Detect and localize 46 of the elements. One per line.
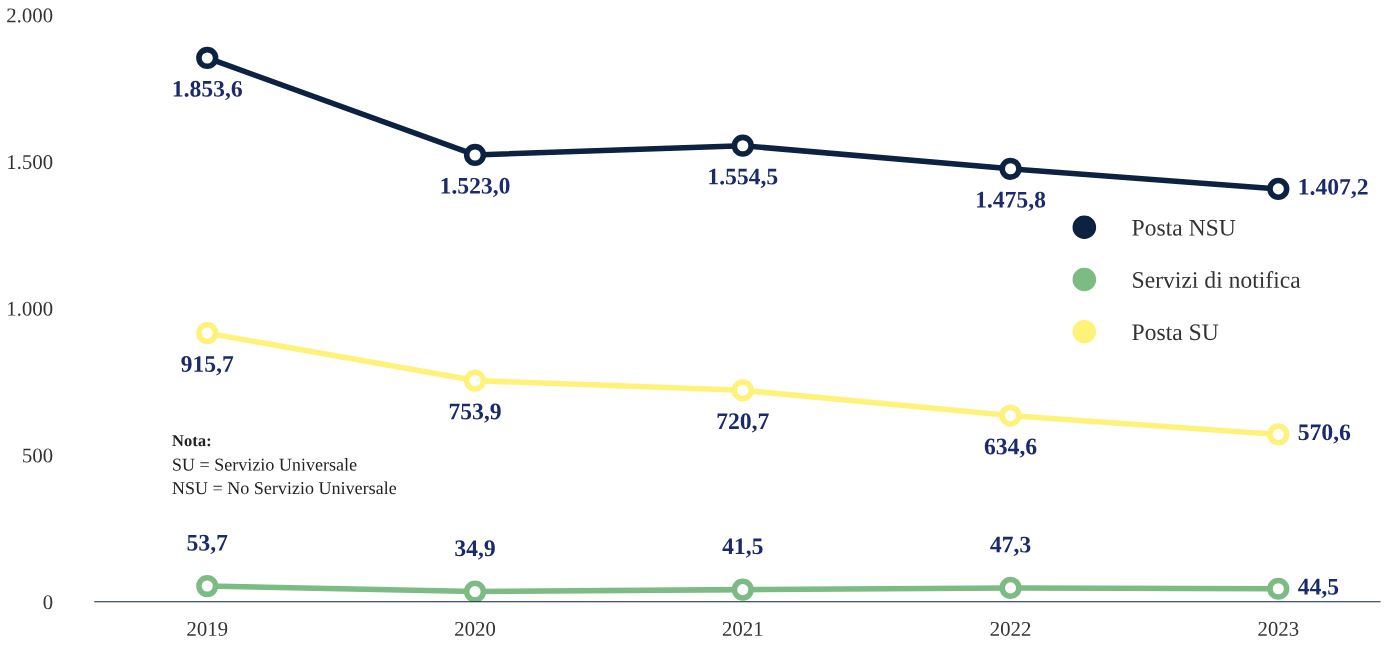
x-tick-label: 2021 <box>722 621 763 636</box>
data-label: 1.475,8 <box>977 191 1046 212</box>
x-tick-label: 2022 <box>990 621 1031 636</box>
y-tick-label: 500 <box>23 448 53 463</box>
legend-label: Posta NSU <box>1132 219 1236 236</box>
data-label: 47,3 <box>990 536 1031 556</box>
y-tick-label: 0 <box>43 595 53 610</box>
data-label: 1.554,5 <box>709 168 778 188</box>
point <box>999 576 1022 600</box>
point <box>731 379 754 402</box>
point <box>1267 577 1290 600</box>
point <box>463 580 487 602</box>
annotation: Nota: <box>172 435 211 447</box>
legend-label: Servizi di notifica <box>1133 271 1301 288</box>
annotation: NSU = No Servizio Universale <box>172 481 397 495</box>
point <box>731 578 754 601</box>
x-tick-label: 2023 <box>1258 621 1299 636</box>
data-label: 1.523,0 <box>441 177 510 198</box>
y-tick-label: 1.500 <box>8 155 53 170</box>
data-label: 34,9 <box>455 540 495 560</box>
data-label: 753,9 <box>449 403 501 423</box>
x-tick-label: 2020 <box>455 621 496 636</box>
x-tick-label: 2019 <box>187 621 228 636</box>
y-tick-label: 2.000 <box>7 8 53 23</box>
data-label: 1.853,6 <box>173 80 242 101</box>
point <box>463 143 487 167</box>
point <box>1267 423 1290 446</box>
point <box>196 46 219 70</box>
point <box>999 404 1022 427</box>
point <box>1267 177 1290 201</box>
annotation: SU = Servizio Universale <box>173 458 357 471</box>
data-label: 1.407,2 <box>1299 178 1368 199</box>
data-label: 44,5 <box>1298 578 1339 599</box>
data-label: 53,7 <box>187 534 228 555</box>
data-label: 634,6 <box>984 438 1037 458</box>
data-label: 41,5 <box>722 538 763 558</box>
data-label: 915,7 <box>181 356 234 376</box>
point <box>196 322 219 345</box>
point <box>999 157 1022 180</box>
data-label: 570,6 <box>1298 424 1351 444</box>
point <box>196 574 219 598</box>
legend-label: Posta SU <box>1132 324 1219 341</box>
data-label: 720,7 <box>717 413 769 433</box>
point <box>463 369 487 392</box>
y-tick-label: 1.000 <box>8 301 53 316</box>
point <box>731 134 754 157</box>
